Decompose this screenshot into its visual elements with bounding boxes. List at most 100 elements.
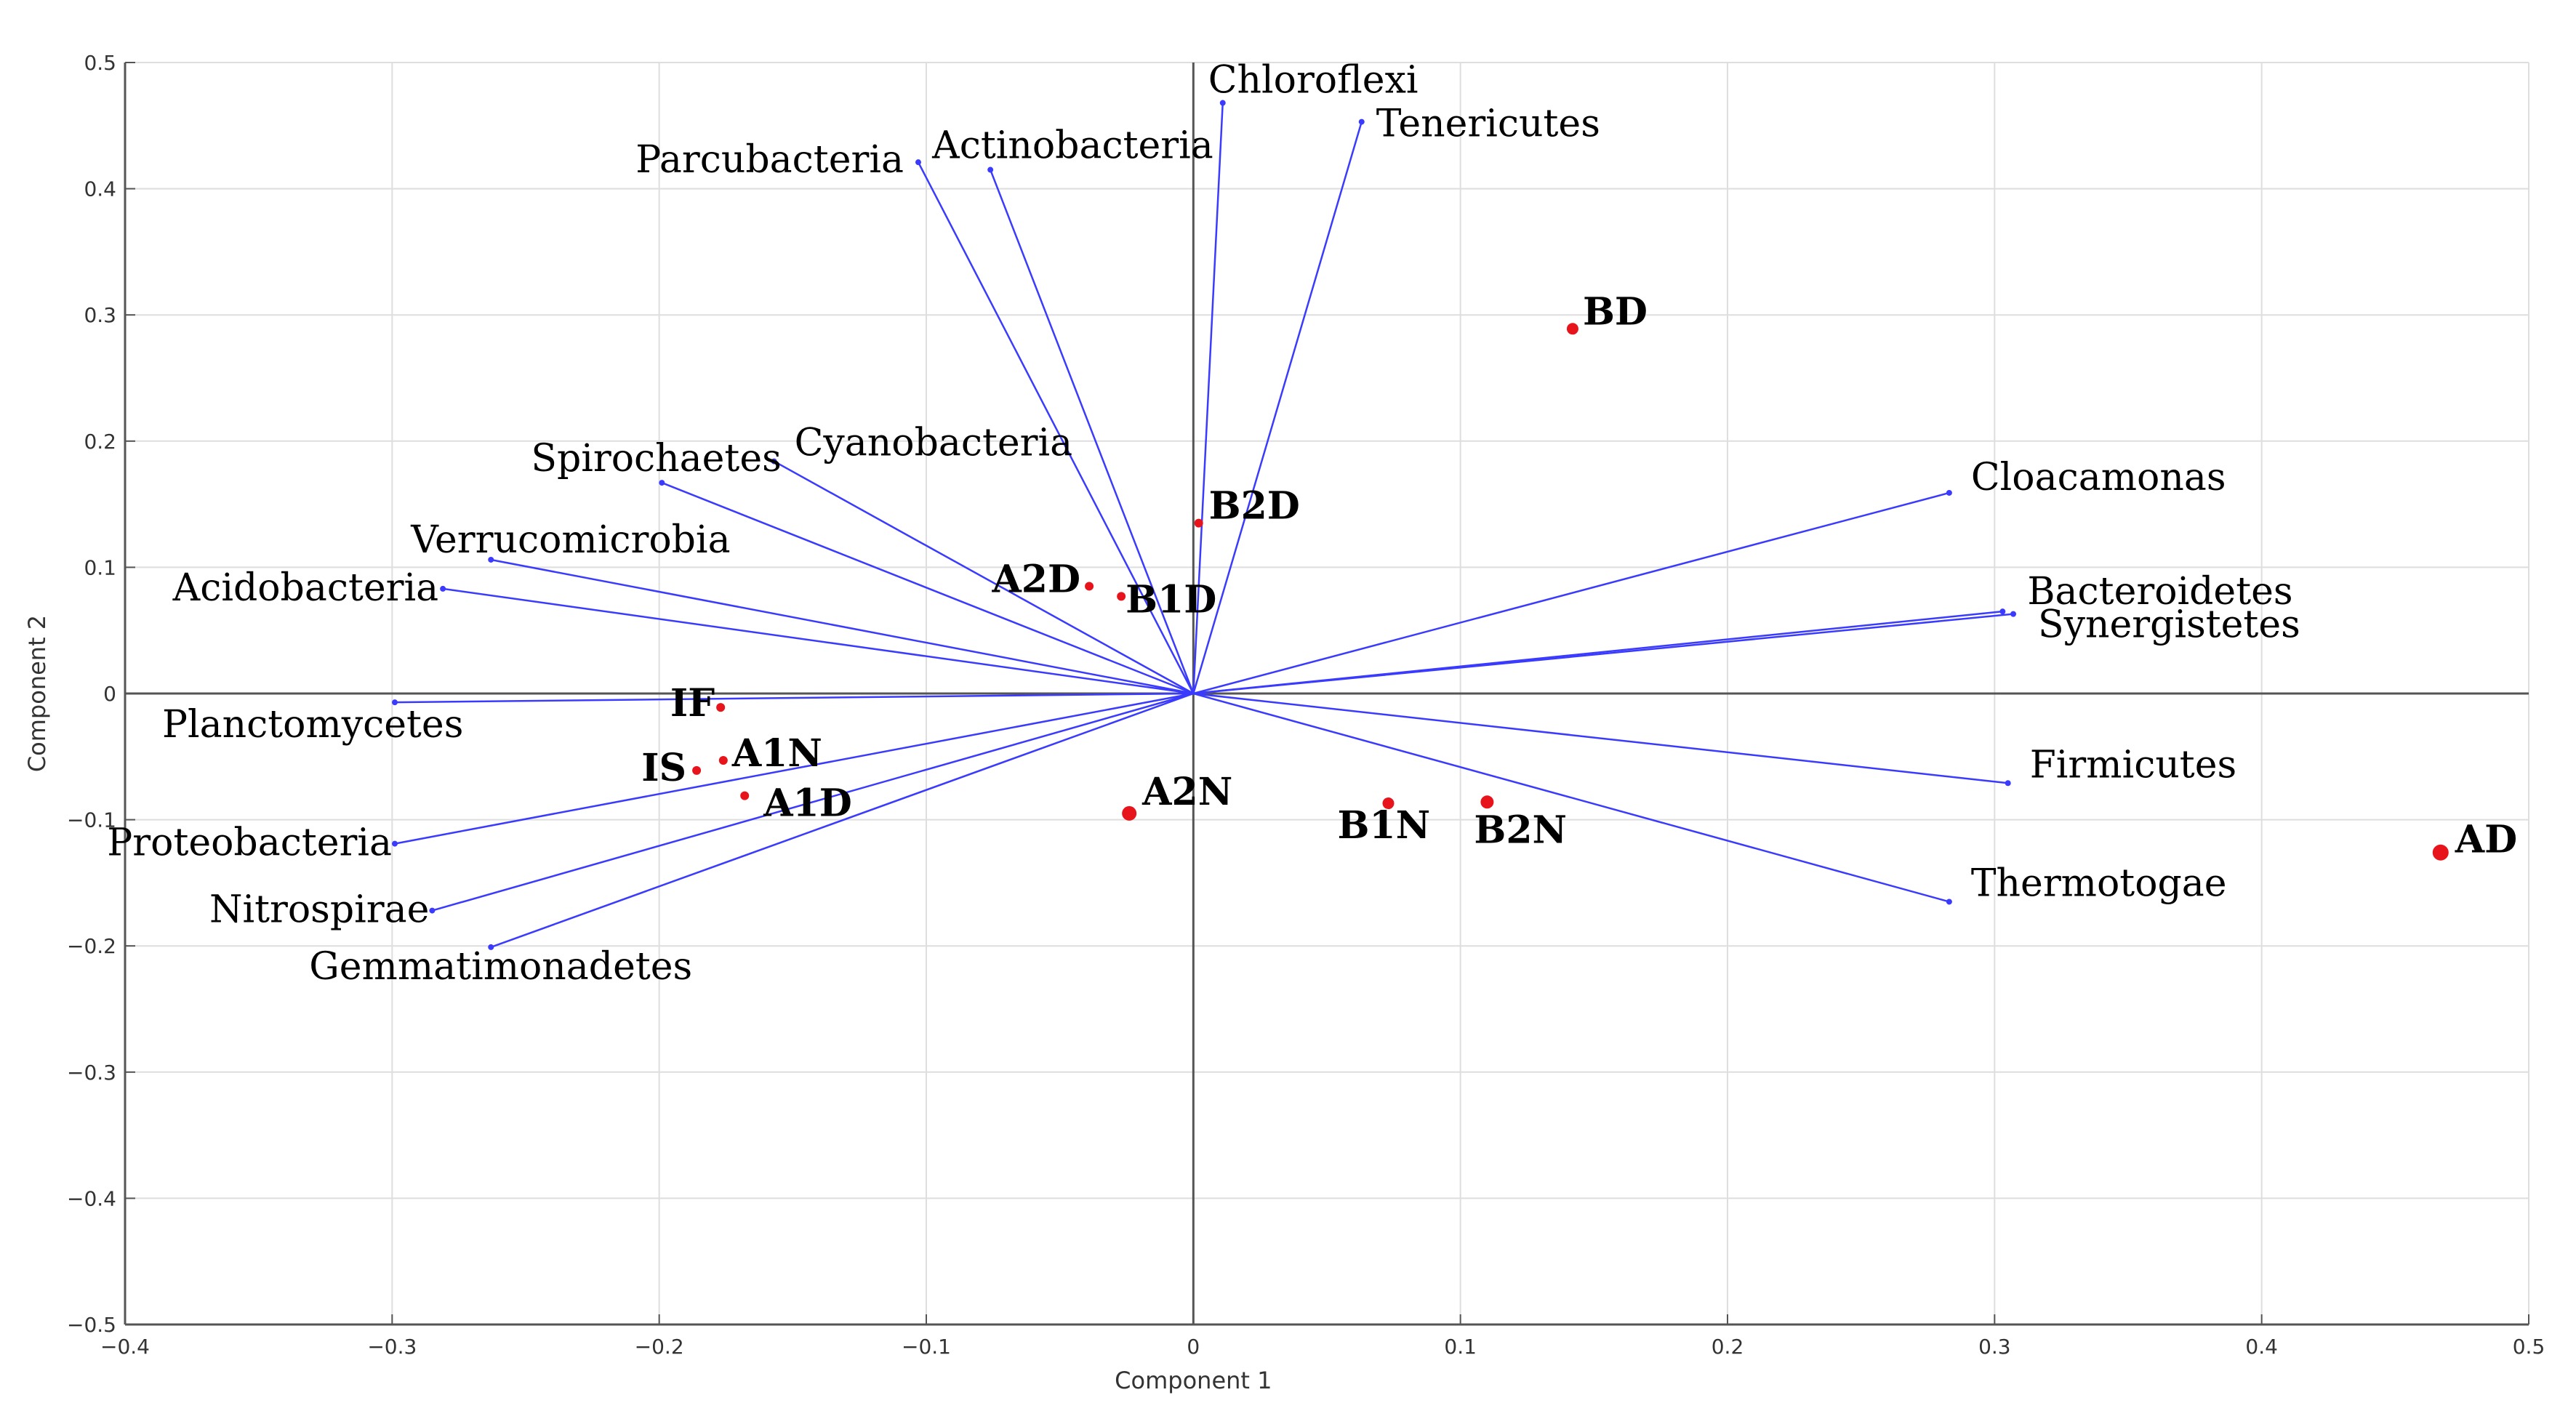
x-tick-label: −0.3	[367, 1335, 417, 1359]
sample-point-b1n	[1382, 797, 1395, 810]
vector-planctomycetes	[394, 692, 1194, 704]
vector-tip-proteobacteria	[392, 840, 398, 847]
sample-label-ad: AD	[2455, 818, 2517, 862]
vector-label-cyanobacteria: Cyanobacteria	[795, 422, 1073, 465]
sample-point-a1n	[718, 756, 728, 765]
vector-label-gemmatimonadetes: Gemmatimonadetes	[309, 945, 692, 989]
tick-labels: −0.4 −0.3 −0.2 −0.1 0 0.1 0.2 0.3 0.4 0.5−0.5−0.4…	[67, 51, 2545, 1359]
sample-label-is: IS	[641, 746, 686, 790]
vector-thermotogae	[1193, 692, 1950, 903]
sample-point-b2d	[1194, 518, 1203, 528]
vector-label-actinobacteria: Actinobacteria	[931, 124, 1213, 168]
y-tick-label: −0.5	[67, 1313, 116, 1337]
sample-label-a1d: A1D	[763, 781, 852, 826]
x-tick-label: 0	[1187, 1335, 1200, 1359]
x-tick-label: 0.3	[1978, 1335, 2011, 1359]
vector-nitrospirae	[432, 692, 1194, 912]
vector-label-tenericutes: Tenericutes	[1376, 102, 1600, 146]
vector-label-verrucomicrobia: Verrucomicrobia	[410, 518, 730, 562]
vector-actinobacteria	[989, 169, 1195, 694]
vector-label-acidobacteria: Acidobacteria	[172, 566, 438, 610]
x-tick-label: 0.5	[2513, 1335, 2545, 1359]
vector-tip-synergistetes	[2010, 611, 2017, 617]
sample-label-b1n: B1N	[1337, 803, 1430, 848]
sample-point-is	[692, 765, 702, 775]
sample-label-a2n: A2N	[1141, 770, 1232, 814]
sample-point-b1d	[1117, 592, 1126, 601]
vector-acidobacteria	[442, 587, 1194, 695]
sample-label-bd: BD	[1583, 289, 1648, 334]
sample-label-if: IF	[670, 681, 715, 725]
loading-vectors	[392, 100, 2017, 950]
y-tick-label: 0	[103, 682, 116, 706]
sample-point-ad	[2432, 844, 2449, 861]
x-tick-label: 0.2	[1712, 1335, 1744, 1359]
y-tick-label: −0.4	[67, 1186, 116, 1210]
vector-parcubacteria	[917, 161, 1195, 694]
sample-point-a2n	[1122, 805, 1137, 821]
y-tick-label: −0.1	[67, 808, 116, 832]
vector-tip-parcubacteria	[915, 159, 921, 166]
vector-label-firmicutes: Firmicutes	[2030, 743, 2236, 787]
vector-tip-bacteroidetes	[1999, 608, 2006, 615]
vector-tip-gemmatimonadetes	[488, 944, 494, 950]
y-tick-label: 0.4	[84, 177, 116, 201]
vector-tenericutes	[1192, 121, 1363, 694]
vector-cloacamonas	[1193, 491, 1950, 695]
vector-synergistetes	[1193, 613, 2014, 695]
vector-label-cloacamonas: Cloacamonas	[1971, 456, 2226, 499]
y-tick-label: −0.3	[67, 1061, 116, 1085]
y-tick-label: −0.2	[67, 934, 116, 958]
y-tick-label: 0.5	[84, 51, 116, 75]
vector-tip-nitrospirae	[429, 907, 436, 914]
vector-firmicutes	[1193, 692, 2008, 784]
vector-tip-acidobacteria	[440, 585, 446, 592]
vector-verrucomicrobia	[491, 558, 1194, 695]
y-tick-label: 0.1	[84, 555, 116, 579]
sample-label-b2d: B2D	[1209, 484, 1300, 528]
sample-label-a2d: A2D	[991, 557, 1080, 601]
vector-label-nitrospirae: Nitrospirae	[209, 888, 429, 932]
vector-cyanobacteria	[774, 460, 1194, 695]
y-tick-label: 0.2	[84, 430, 116, 454]
vector-tip-cloacamonas	[1946, 489, 1952, 496]
vector-gemmatimonadetes	[490, 692, 1194, 949]
sample-label-b2n: B2N	[1474, 808, 1567, 852]
sample-label-a1n: A1N	[731, 731, 822, 776]
x-tick-label: −0.4	[100, 1335, 150, 1359]
vector-proteobacteria	[394, 692, 1194, 845]
vector-tip-thermotogae	[1946, 899, 1952, 905]
sample-points	[692, 323, 2449, 861]
sample-label-b1d: B1D	[1126, 577, 1216, 622]
vector-label-chloroflexi: Chloroflexi	[1208, 59, 1419, 102]
x-tick-label: 0.4	[2245, 1335, 2278, 1359]
vector-label-parcubacteria: Parcubacteria	[635, 138, 904, 182]
vector-label-synergistetes: Synergistetes	[2038, 603, 2300, 647]
vector-tip-firmicutes	[2005, 780, 2011, 787]
vector-tip-actinobacteria	[987, 166, 994, 173]
vector-label-spirochaetes: Spirochaetes	[531, 437, 781, 481]
vector-label-planctomycetes: Planctomycetes	[162, 703, 463, 747]
vector-tip-verrucomicrobia	[488, 556, 494, 563]
vector-tip-spirochaetes	[659, 480, 665, 486]
vector-chloroflexi	[1192, 102, 1224, 694]
vector-tip-tenericutes	[1358, 118, 1365, 125]
x-axis-title: Component 1	[1115, 1367, 1272, 1394]
sample-point-a2d	[1085, 582, 1094, 591]
x-tick-label: −0.2	[635, 1335, 684, 1359]
y-tick-label: 0.3	[84, 303, 116, 327]
vector-tip-planctomycetes	[392, 699, 398, 706]
vector-spirochaetes	[661, 481, 1194, 695]
vector-label-proteobacteria: Proteobacteria	[107, 821, 392, 865]
sample-point-a1d	[740, 791, 750, 800]
sample-point-b2n	[1480, 795, 1494, 809]
vector-tip-chloroflexi	[1219, 100, 1226, 106]
x-tick-label: −0.1	[902, 1335, 951, 1359]
vector-label-bacteroidetes: Bacteroidetes	[2027, 570, 2292, 614]
sample-point-bd	[1566, 323, 1578, 335]
y-axis-title: Component 2	[23, 615, 51, 772]
vector-tip-cyanobacteria	[771, 458, 777, 465]
